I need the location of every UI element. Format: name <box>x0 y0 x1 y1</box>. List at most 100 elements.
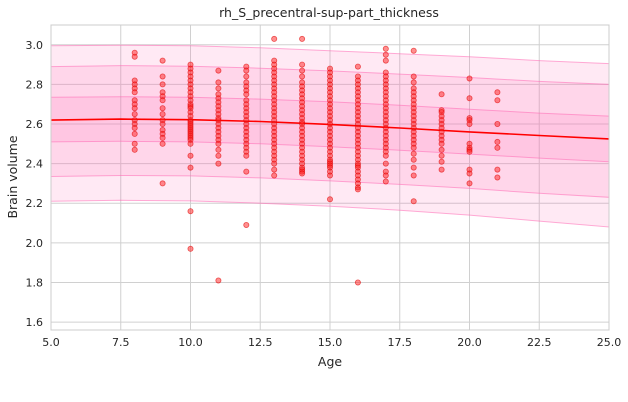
data-point <box>299 67 306 74</box>
data-point <box>187 208 194 215</box>
data-point <box>494 121 501 128</box>
data-point <box>215 277 222 284</box>
data-point <box>410 73 417 80</box>
data-point <box>131 146 138 153</box>
data-point <box>466 95 473 102</box>
data-point <box>326 172 333 179</box>
data-point <box>354 63 361 70</box>
data-point <box>187 152 194 159</box>
data-point <box>438 140 445 147</box>
data-point <box>466 148 473 155</box>
data-point <box>131 89 138 96</box>
data-point <box>187 245 194 252</box>
data-point <box>159 97 166 104</box>
data-point <box>438 152 445 159</box>
data-point <box>494 89 501 96</box>
data-point <box>410 198 417 205</box>
data-point <box>438 166 445 173</box>
data-point <box>299 73 306 80</box>
data-point <box>466 121 473 128</box>
data-point <box>410 47 417 54</box>
data-point <box>299 170 306 177</box>
data-point <box>159 111 166 118</box>
data-point <box>466 75 473 82</box>
data-point <box>299 61 306 68</box>
data-point <box>215 85 222 92</box>
data-point <box>410 172 417 179</box>
y-tick-label: 1.8 <box>26 276 44 289</box>
data-point <box>271 160 278 167</box>
data-point <box>159 105 166 112</box>
data-point <box>438 158 445 165</box>
y-tick-label: 2.2 <box>26 197 44 210</box>
data-point <box>382 51 389 58</box>
y-tick-labels: 1.6 1.8 2.0 2.2 2.4 2.6 2.8 3.0 <box>26 39 44 329</box>
data-point <box>243 168 250 175</box>
data-point <box>494 97 501 104</box>
data-point <box>382 57 389 64</box>
x-tick-label: 20.0 <box>457 336 482 349</box>
data-point <box>271 172 278 179</box>
data-point <box>382 172 389 179</box>
x-tick-label: 22.5 <box>527 336 552 349</box>
x-axis-label: Age <box>318 354 342 369</box>
y-tick-label: 1.6 <box>26 316 44 329</box>
data-point <box>382 160 389 167</box>
data-point <box>159 81 166 88</box>
data-point <box>271 166 278 173</box>
data-point <box>382 178 389 185</box>
data-point <box>382 152 389 159</box>
data-point <box>466 170 473 177</box>
plot-area <box>50 24 610 331</box>
data-point <box>410 144 417 151</box>
data-point <box>410 164 417 171</box>
data-point <box>159 73 166 80</box>
data-point <box>466 180 473 187</box>
data-point <box>131 140 138 147</box>
data-point <box>243 67 250 74</box>
data-point <box>354 279 361 286</box>
y-tick-label: 2.4 <box>26 158 44 171</box>
data-point <box>215 152 222 159</box>
y-axis-label: Brain volume <box>5 135 20 218</box>
data-point <box>215 67 222 74</box>
data-point <box>243 221 250 228</box>
x-tick-label: 10.0 <box>178 336 203 349</box>
data-point <box>494 166 501 173</box>
data-point <box>410 156 417 163</box>
data-point <box>159 121 166 128</box>
data-point <box>438 91 445 98</box>
y-tick-label: 2.8 <box>26 78 44 91</box>
data-point <box>271 35 278 42</box>
data-point <box>131 125 138 132</box>
data-point <box>187 140 194 147</box>
data-point <box>131 105 138 112</box>
x-tick-label: 15.0 <box>318 336 343 349</box>
data-point <box>215 79 222 86</box>
x-tick-label: 7.5 <box>112 336 130 349</box>
x-tick-label: 5.0 <box>42 336 60 349</box>
data-point <box>159 140 166 147</box>
data-points <box>131 35 501 286</box>
x-tick-label: 12.5 <box>248 336 273 349</box>
y-tick-label: 3.0 <box>26 39 44 52</box>
data-point <box>159 180 166 187</box>
chart-title: rh_S_precentral-sup-part_thickness <box>219 5 439 20</box>
x-tick-labels: 5.0 7.5 10.0 12.5 15.0 17.5 20.0 22.5 25.0 <box>42 336 621 349</box>
data-point <box>243 152 250 159</box>
data-point <box>243 91 250 98</box>
data-point <box>354 186 361 193</box>
data-point <box>131 53 138 60</box>
data-point <box>215 140 222 147</box>
data-point <box>494 174 501 181</box>
data-point <box>243 73 250 80</box>
plot-frame <box>50 24 610 331</box>
data-point <box>494 138 501 145</box>
data-point <box>215 146 222 153</box>
data-point <box>159 134 166 141</box>
data-point <box>159 57 166 64</box>
data-point <box>299 35 306 42</box>
x-tick-label: 25.0 <box>597 336 622 349</box>
data-point <box>215 160 222 167</box>
